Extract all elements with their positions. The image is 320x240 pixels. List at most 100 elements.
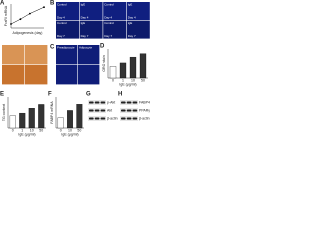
band xyxy=(132,117,138,120)
micrograph xyxy=(78,45,100,65)
micrograph xyxy=(56,2,79,20)
bar xyxy=(109,66,117,79)
band xyxy=(94,109,100,112)
bar xyxy=(57,117,64,129)
column-label: Control xyxy=(104,2,114,6)
panel-letter: A xyxy=(0,1,5,7)
row-label: Day 7 xyxy=(104,34,112,38)
micrograph xyxy=(79,20,103,39)
bar xyxy=(139,53,147,79)
panel-letter: G xyxy=(86,92,91,98)
x-axis-label: Adipogenesis (day) xyxy=(13,31,43,35)
x-tick-label: 0 xyxy=(112,78,114,82)
stain-image xyxy=(25,45,48,65)
x-axis-label: IgE (μg/ml) xyxy=(61,132,78,136)
micrograph xyxy=(56,65,78,85)
x-tick-label: 0 xyxy=(12,128,14,132)
row-label: Day 4 xyxy=(57,15,65,19)
band xyxy=(100,117,106,120)
point xyxy=(10,23,12,25)
row-label: Day 4 xyxy=(104,15,112,19)
row-label: Day 4 xyxy=(81,15,89,19)
micrograph xyxy=(103,20,127,39)
bar xyxy=(129,56,137,79)
band xyxy=(121,101,126,104)
point xyxy=(19,18,22,21)
x-tick-label: 1 xyxy=(21,128,23,132)
column-label: Preadipocyte xyxy=(57,45,75,49)
row-label: β-actin xyxy=(107,116,118,120)
band xyxy=(94,101,100,104)
bar xyxy=(38,104,45,129)
y-axis-label: TG content xyxy=(2,104,6,121)
band xyxy=(100,109,106,112)
x-axis-label: IgE (μg/ml) xyxy=(18,132,35,136)
micrograph xyxy=(126,2,150,20)
y-axis-label: FABP4 mRNA xyxy=(50,101,54,124)
x-tick-label: 50 xyxy=(77,128,81,132)
x-tick-label: 50 xyxy=(141,78,145,82)
micrograph xyxy=(79,2,103,20)
row-label: p-Akt xyxy=(107,100,115,104)
line xyxy=(10,6,45,25)
x-tick-label: 10 xyxy=(68,128,72,132)
x-axis-label: IgE (μg/ml) xyxy=(119,82,136,86)
band xyxy=(132,109,138,112)
band xyxy=(100,101,106,104)
point xyxy=(43,6,45,9)
axes xyxy=(10,4,44,29)
micrograph xyxy=(56,45,78,65)
row-label: Day 4 xyxy=(128,15,136,19)
row-label: β-actin xyxy=(139,116,150,120)
row-label: Day 7 xyxy=(57,34,65,38)
column-label: Control xyxy=(57,21,67,25)
micrograph xyxy=(126,20,150,39)
panel-letter: C xyxy=(50,45,55,51)
column-label: IgE xyxy=(128,2,133,6)
band xyxy=(126,101,132,104)
point xyxy=(28,12,31,15)
band xyxy=(89,117,94,120)
micrograph xyxy=(56,20,79,39)
column-label: IgE xyxy=(81,21,86,25)
row-label: Day 7 xyxy=(128,34,136,38)
stain-image xyxy=(2,65,25,85)
band xyxy=(121,109,126,112)
panel-letter: H xyxy=(118,92,122,98)
row-label: PPARγ xyxy=(139,108,150,112)
band xyxy=(132,101,138,104)
band xyxy=(89,101,94,104)
row-label: Day 7 xyxy=(81,34,89,38)
x-tick-label: 10 xyxy=(30,128,34,132)
column-label: Control xyxy=(57,2,67,6)
panel-letter: D xyxy=(100,44,105,50)
bar xyxy=(119,62,127,79)
band xyxy=(89,109,94,112)
row-label: FABP4 xyxy=(139,100,150,104)
x-tick-label: 10 xyxy=(131,78,135,82)
y-axis-label: ORO stain xyxy=(102,55,106,71)
column-label: IgE xyxy=(81,2,86,6)
bar xyxy=(76,104,83,129)
panel-letter: E xyxy=(0,92,4,98)
band xyxy=(121,117,126,120)
panel-letter: B xyxy=(50,1,55,7)
bar xyxy=(28,108,35,129)
y-axis-label: FcεRI mRNA xyxy=(4,5,8,26)
column-label: IgE xyxy=(128,21,133,25)
band xyxy=(126,117,132,120)
x-tick-label: 0 xyxy=(60,128,62,132)
band xyxy=(94,117,100,120)
stain-image xyxy=(2,45,25,65)
band xyxy=(126,109,132,112)
panel-letter: F xyxy=(48,92,52,98)
x-tick-label: 1 xyxy=(122,78,124,82)
bar xyxy=(19,112,26,129)
column-label: Control xyxy=(104,21,114,25)
x-tick-label: 50 xyxy=(39,128,43,132)
row-label: Akt xyxy=(107,108,112,112)
stain-image xyxy=(25,65,48,85)
bar xyxy=(9,115,16,129)
micrograph xyxy=(78,65,100,85)
